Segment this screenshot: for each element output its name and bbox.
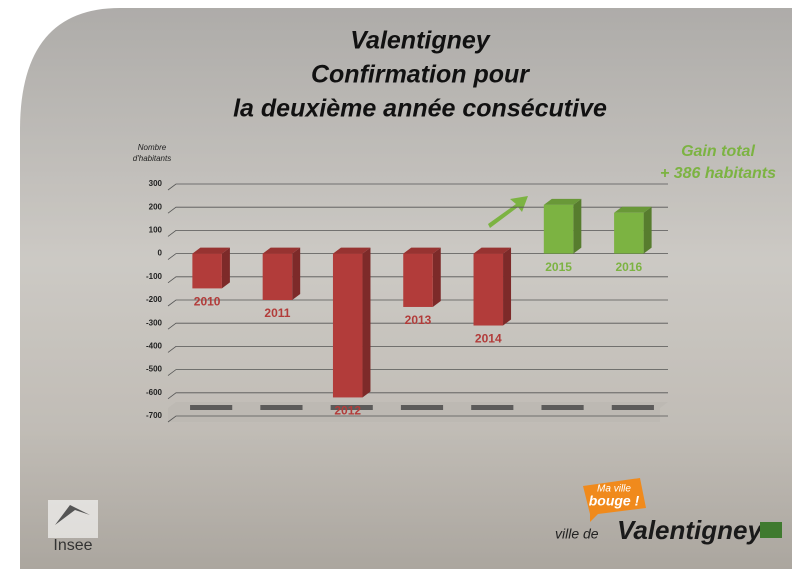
y-tick-label: -100 [146,272,163,281]
slogan: bouge ! [589,493,640,509]
x-tick-label: 2014 [475,332,502,346]
floor-tile [541,405,583,410]
logo-text: Insee [53,537,92,554]
y-tick-label: 200 [149,202,163,211]
bar-side [292,248,300,300]
x-tick-label: 2015 [545,260,572,274]
y-tick-label: 300 [149,179,163,188]
y-tick-label: -300 [146,318,163,327]
bar-side [573,199,581,254]
bar-side [362,248,370,398]
ville-name: Valentigney [617,515,764,545]
title-line: la deuxième année consécutive [233,95,607,123]
x-tick-label: 2016 [616,260,643,274]
annotation: Gain total [681,143,755,160]
y-label: d'habitants [133,154,171,163]
town-flag [760,522,782,538]
bar [263,254,293,300]
bar [403,254,433,307]
ville-prefix: ville de [555,526,599,542]
bar-side [222,248,230,289]
floor-tile [471,405,513,410]
x-tick-label: 2013 [405,313,432,327]
floor-tile [612,405,654,410]
y-tick-label: 100 [149,226,163,235]
bar [192,254,222,289]
insee-logo: Insee [48,500,98,554]
logo-box [48,500,98,538]
bar [474,254,504,326]
bar-side [644,207,652,254]
x-tick-label: 2010 [194,295,221,309]
y-tick-label: -400 [146,342,163,351]
page: Valentigney Confirmation pour la deuxièm… [0,0,792,569]
y-tick-label: -700 [146,411,163,420]
floor-tile [401,405,443,410]
bar [333,254,363,398]
bar [614,213,644,254]
floor-tile [260,405,302,410]
bar [544,205,574,254]
bar-side [503,248,511,326]
x-tick-label: 2012 [334,404,361,418]
bar-side [433,248,441,307]
title-line: Confirmation pour [311,61,530,89]
floor-tile [190,405,232,410]
y-tick-label: -200 [146,295,163,304]
y-tick-label: -500 [146,365,163,374]
title-line: Valentigney [350,27,490,55]
y-tick-label: -600 [146,388,163,397]
y-tick-label: 0 [158,249,163,258]
annotation: + 386 habitants [660,165,776,182]
x-tick-label: 2011 [264,306,290,320]
y-label: Nombre [138,143,167,152]
